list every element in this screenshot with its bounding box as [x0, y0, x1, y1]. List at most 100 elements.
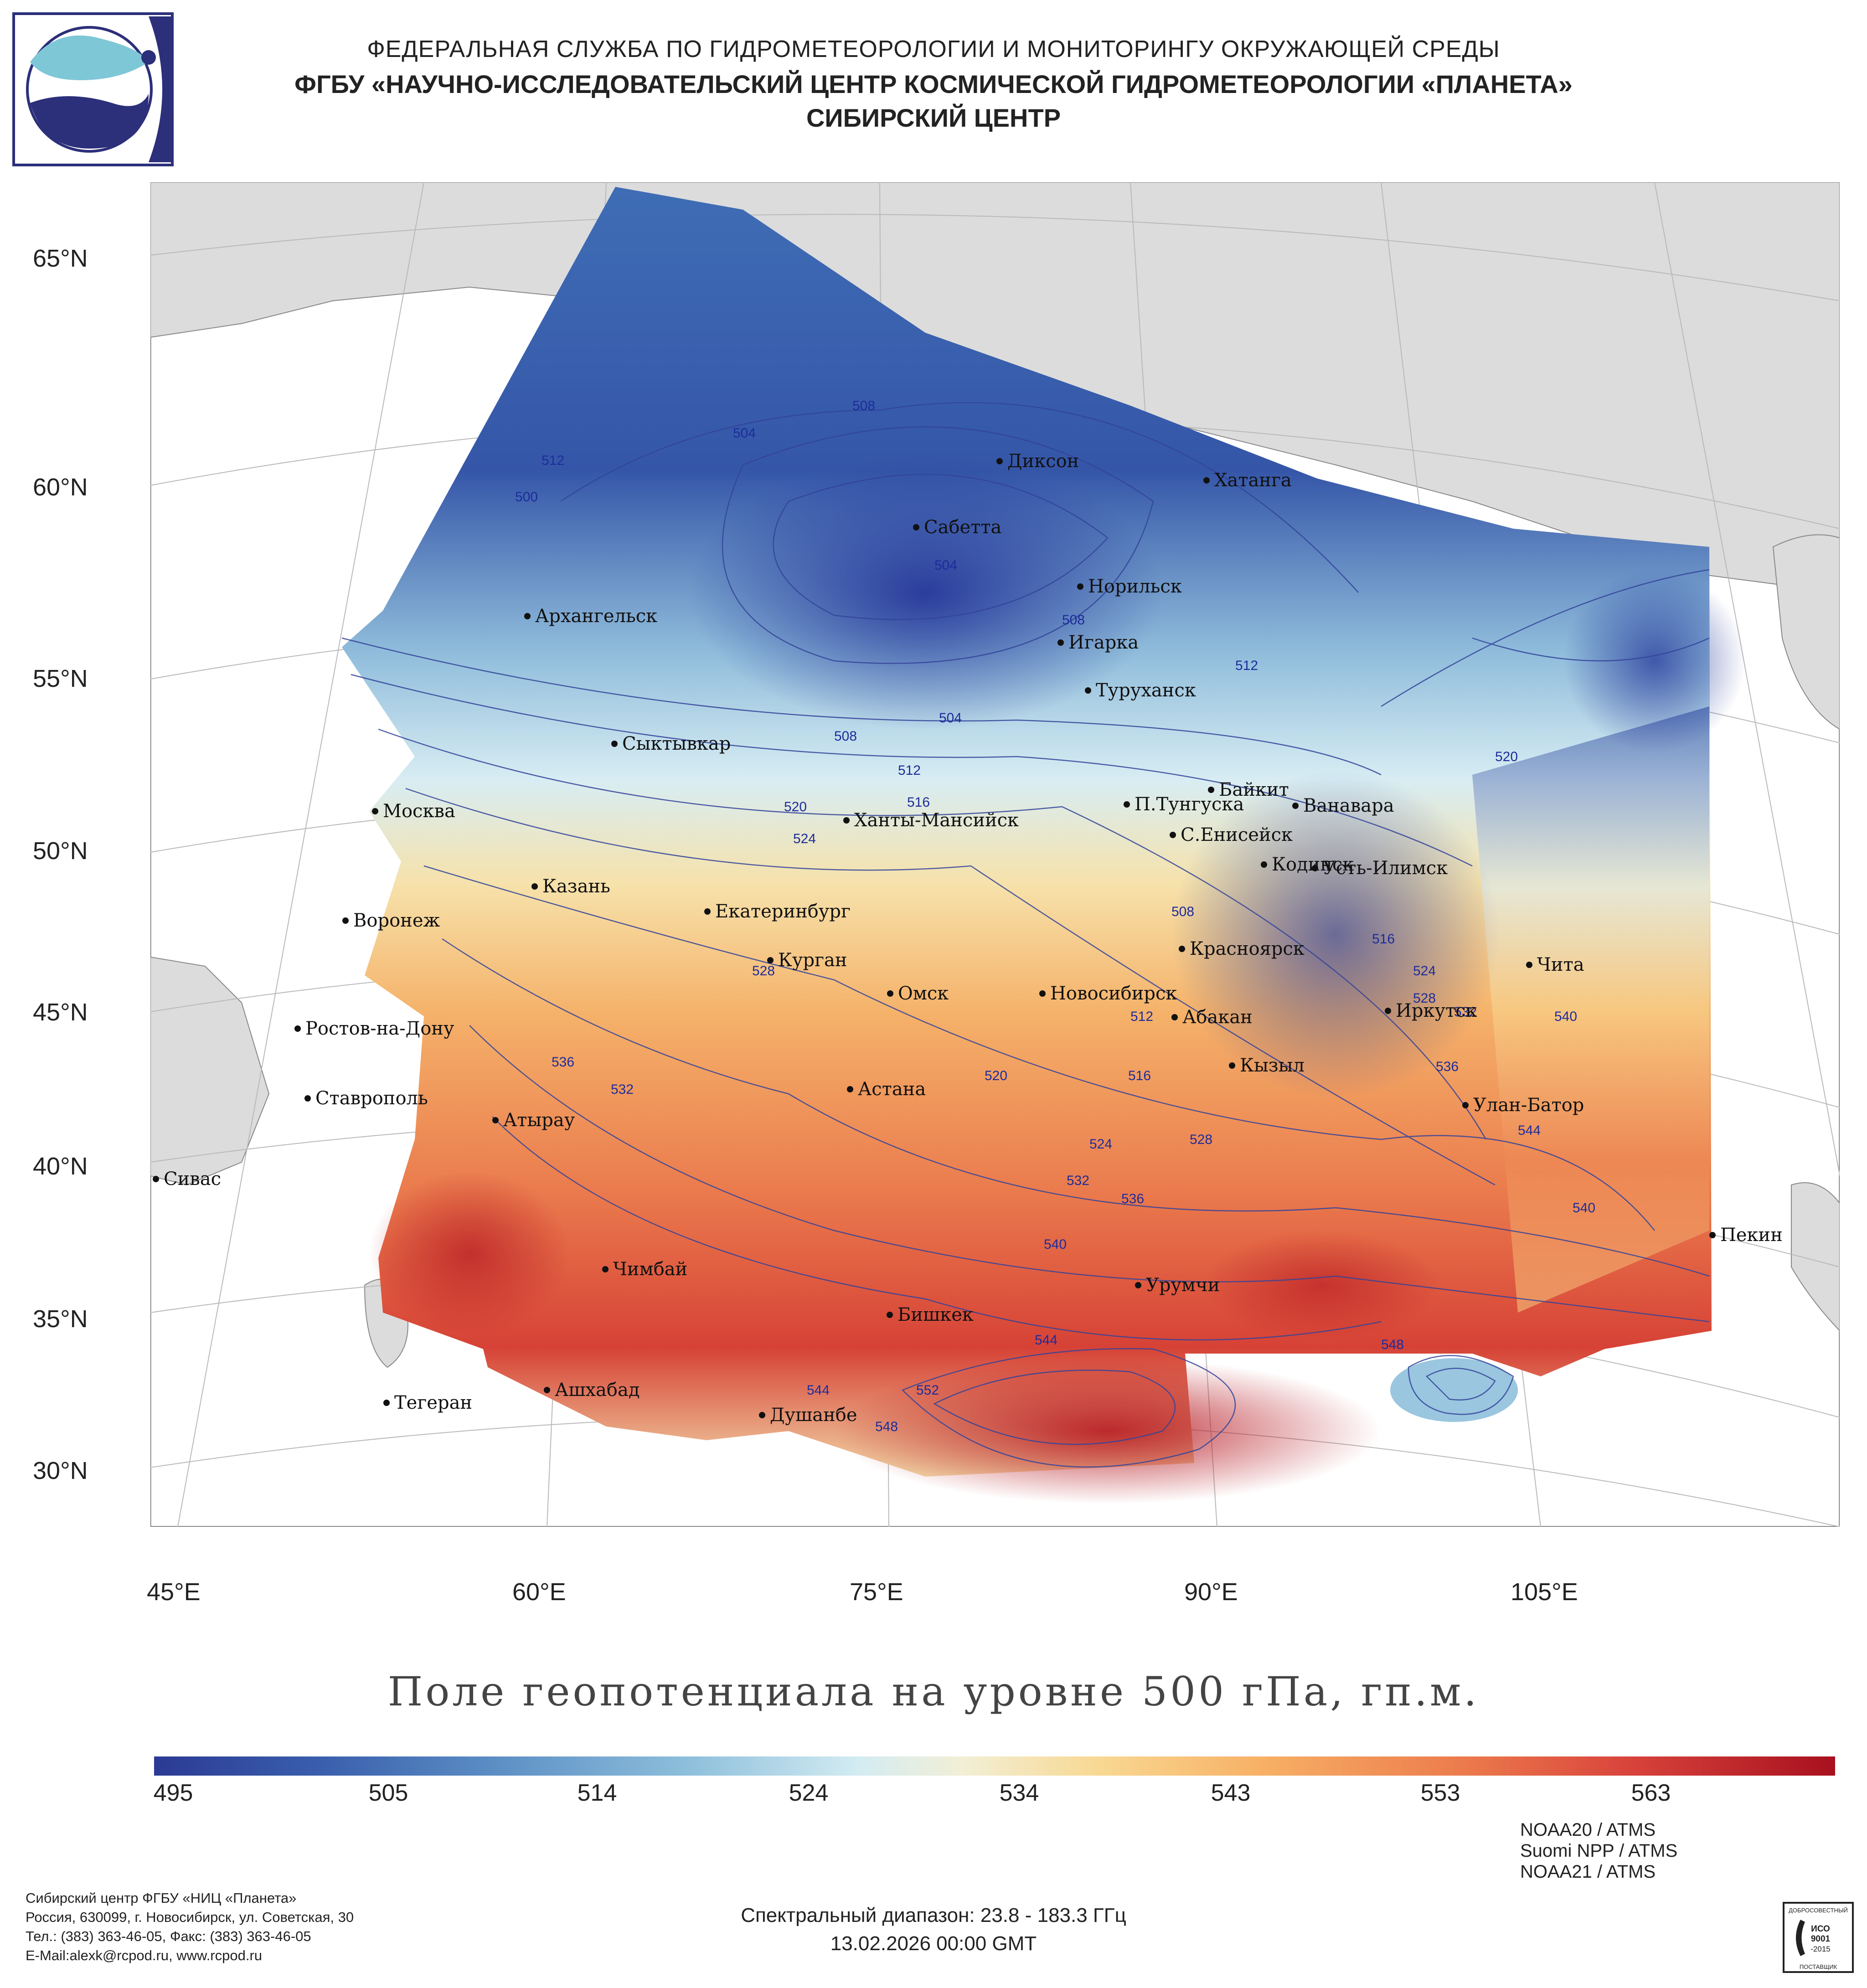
satellite-list: NOAA20 / ATMS Suomi NPP / ATMS NOAA21 / …	[1520, 1819, 1677, 1882]
address: Россия, 630099, г. Новосибирск, ул. Сове…	[26, 1909, 354, 1925]
contour-label: 532	[1454, 1004, 1477, 1020]
lat-label: 35°N	[33, 1305, 88, 1333]
email: E-Mail:alexk@rcpod.ru, www.rcpod.ru	[26, 1947, 263, 1963]
contour-label: 536	[1436, 1059, 1459, 1074]
contour-label: 512	[542, 453, 564, 468]
colorbar-tick: 553	[1420, 1780, 1460, 1806]
contour-label: 528	[1413, 991, 1436, 1006]
city-label: Сабетта	[924, 517, 1001, 538]
city-label: Кодинск	[1272, 854, 1354, 875]
contour-label: 508	[834, 729, 857, 744]
contour-label: 552	[916, 1383, 939, 1398]
contour-label: 544	[1518, 1123, 1541, 1138]
colorbar-tick: 505	[368, 1780, 408, 1806]
contour-label: 544	[807, 1383, 830, 1398]
city-label: Новосибирск	[1050, 983, 1177, 1004]
contour-label: 504	[934, 558, 957, 573]
lon-label: 45°E	[147, 1578, 201, 1606]
city-label: Пекин	[1720, 1225, 1783, 1246]
map-title: Поле геопотенциала на уровне 500 гПа, гп…	[387, 1668, 1480, 1715]
city-label: Астана	[858, 1079, 926, 1100]
contour-label: 504	[733, 426, 756, 441]
city-label: Красноярск	[1190, 938, 1305, 959]
contour-label: 512	[1235, 658, 1258, 673]
contour-label: 500	[515, 489, 538, 505]
contour-label: 540	[1573, 1200, 1595, 1215]
contour-label: 520	[784, 799, 807, 814]
iso-bottom: ПОСТАВЩИК	[1800, 1963, 1837, 1970]
city-label: С.Енисейск	[1181, 824, 1293, 845]
colorbar-tick: 524	[789, 1780, 829, 1806]
lat-label: 45°N	[33, 999, 88, 1026]
datetime: 13.02.2026 00:00 GMT	[830, 1932, 1037, 1955]
lon-label: 75°E	[850, 1578, 903, 1606]
contour-label: 548	[875, 1419, 898, 1434]
city-label: Тегеран	[394, 1392, 472, 1413]
contour-label: 544	[1035, 1333, 1057, 1348]
city-label: Екатеринбург	[715, 901, 851, 922]
org-name: Сибирский центр ФГБУ «НИЦ «Планета»	[26, 1890, 297, 1906]
contour-label: 508	[1062, 613, 1085, 628]
colorbar-tick: 495	[153, 1780, 193, 1806]
contour-label: 516	[907, 795, 930, 810]
branch-title: СИБИРСКИЙ ЦЕНТР	[806, 103, 1061, 132]
city-label: Курган	[778, 950, 847, 971]
city-label: Сыктывкар	[622, 733, 731, 754]
city-label: Москва	[383, 801, 455, 822]
city-label: Байкит	[1219, 779, 1289, 800]
iso-badge-icon: ДОБРОСОВЕСТНЫЙ ИСО 9001 -2015 ПОСТАВЩИК	[1783, 1902, 1854, 1973]
lat-label: 40°N	[33, 1153, 88, 1180]
contour-label: 536	[1121, 1191, 1144, 1206]
iso-mid1: ИСО	[1811, 1924, 1830, 1934]
contour-label: 520	[985, 1068, 1007, 1083]
contour-label: 540	[1554, 1009, 1577, 1024]
contour-label: 512	[1130, 1009, 1153, 1024]
colorbar	[154, 1756, 1835, 1776]
contour-label: 532	[1067, 1173, 1089, 1188]
contour-label: 548	[1381, 1337, 1404, 1352]
lat-label: 50°N	[33, 837, 88, 865]
satellite-item: NOAA21 / ATMS	[1520, 1862, 1656, 1882]
city-label: Диксон	[1007, 451, 1079, 472]
iso-top: ДОБРОСОВЕСТНЫЙ	[1789, 1907, 1848, 1914]
city-label: Чита	[1537, 954, 1584, 975]
contour-label: 532	[611, 1082, 634, 1097]
colorbar-tick: 514	[577, 1780, 617, 1806]
iso-mid3: -2015	[1810, 1945, 1830, 1953]
city-label: Воронеж	[353, 910, 440, 931]
city-label: Ростов-на-Дону	[305, 1018, 454, 1039]
contour-label: 516	[1372, 932, 1395, 947]
contour-label: 524	[1413, 963, 1436, 979]
city-label: Кызыл	[1240, 1055, 1305, 1076]
contour-label: 528	[1190, 1132, 1212, 1147]
city-label: Казань	[542, 876, 610, 897]
lat-label: 60°N	[33, 474, 88, 501]
lon-label: 60°E	[512, 1578, 566, 1606]
city-label: Бишкек	[897, 1304, 974, 1325]
city-label: П.Тунгуска	[1135, 794, 1244, 815]
city-label: Чимбай	[613, 1259, 687, 1280]
phone: Тел.: (383) 363-46-05, Факс: (383) 363-4…	[26, 1928, 311, 1944]
contour-label: 508	[1171, 904, 1194, 919]
city-label: Усть-Илимск	[1323, 858, 1448, 879]
city-label: Сивас	[164, 1169, 221, 1190]
contour-label: 540	[1044, 1237, 1067, 1252]
city-label: Туруханск	[1096, 680, 1196, 701]
contact-block: Сибирский центр ФГБУ «НИЦ «Планета» Росс…	[26, 1889, 354, 1965]
city-label: Омск	[898, 983, 949, 1004]
iso-mid2: 9001	[1811, 1934, 1831, 1944]
city-label: Абакан	[1182, 1007, 1253, 1028]
city-label: Хатанга	[1214, 470, 1292, 491]
city-label: Иркутск	[1396, 1000, 1477, 1021]
contour-label: 504	[939, 711, 962, 726]
contour-label: 524	[1089, 1137, 1112, 1152]
agency-title: ФЕДЕРАЛЬНАЯ СЛУЖБА ПО ГИДРОМЕТЕОРОЛОГИИ …	[367, 36, 1500, 62]
city-label: Игарка	[1068, 632, 1139, 653]
city-label: Архангельск	[535, 606, 657, 627]
lat-label: 65°N	[33, 245, 88, 272]
city-label: Ханты-Мансийск	[854, 810, 1019, 831]
lat-label: 55°N	[33, 665, 88, 692]
contour-label: 520	[1495, 749, 1518, 764]
contour-label: 528	[752, 963, 775, 979]
city-label: Урумчи	[1146, 1275, 1220, 1296]
